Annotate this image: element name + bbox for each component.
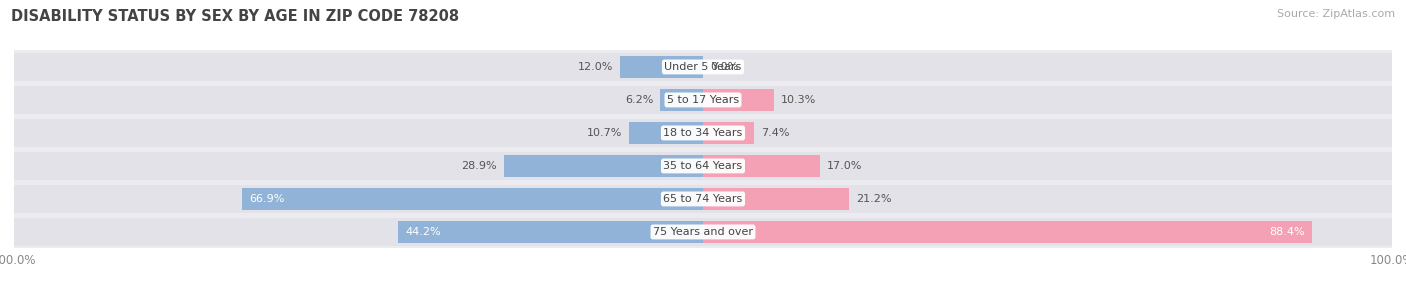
Text: 10.7%: 10.7% <box>588 128 623 138</box>
Bar <box>14 117 1392 149</box>
Bar <box>703 188 849 210</box>
Text: Under 5 Years: Under 5 Years <box>665 62 741 72</box>
Bar <box>14 215 1392 249</box>
Text: 18 to 34 Years: 18 to 34 Years <box>664 128 742 138</box>
Text: 75 Years and over: 75 Years and over <box>652 227 754 237</box>
Bar <box>703 122 754 144</box>
Bar <box>620 56 703 78</box>
Text: 0.0%: 0.0% <box>710 62 738 72</box>
Text: 5 to 17 Years: 5 to 17 Years <box>666 95 740 105</box>
Text: 44.2%: 44.2% <box>405 227 441 237</box>
Bar <box>398 221 703 243</box>
Bar <box>14 152 1392 180</box>
Text: 6.2%: 6.2% <box>626 95 654 105</box>
Text: 12.0%: 12.0% <box>578 62 613 72</box>
Bar <box>14 218 1392 246</box>
Text: DISABILITY STATUS BY SEX BY AGE IN ZIP CODE 78208: DISABILITY STATUS BY SEX BY AGE IN ZIP C… <box>11 9 460 24</box>
Text: 65 to 74 Years: 65 to 74 Years <box>664 194 742 204</box>
Bar <box>661 89 703 111</box>
Bar <box>703 155 820 177</box>
Bar <box>242 188 703 210</box>
Bar <box>14 149 1392 182</box>
Text: Source: ZipAtlas.com: Source: ZipAtlas.com <box>1277 9 1395 19</box>
Bar <box>14 84 1392 117</box>
Bar <box>14 86 1392 114</box>
Text: 66.9%: 66.9% <box>249 194 284 204</box>
Bar <box>14 119 1392 147</box>
Text: 35 to 64 Years: 35 to 64 Years <box>664 161 742 171</box>
Bar <box>14 185 1392 213</box>
Text: 10.3%: 10.3% <box>780 95 815 105</box>
Text: 21.2%: 21.2% <box>856 194 891 204</box>
Bar <box>630 122 703 144</box>
Text: 88.4%: 88.4% <box>1270 227 1305 237</box>
Text: 28.9%: 28.9% <box>461 161 496 171</box>
Bar <box>14 53 1392 81</box>
Text: 17.0%: 17.0% <box>827 161 862 171</box>
Bar <box>14 182 1392 215</box>
Bar <box>14 50 1392 84</box>
Bar <box>703 221 1312 243</box>
Bar <box>503 155 703 177</box>
Bar <box>703 89 773 111</box>
Text: 7.4%: 7.4% <box>761 128 789 138</box>
